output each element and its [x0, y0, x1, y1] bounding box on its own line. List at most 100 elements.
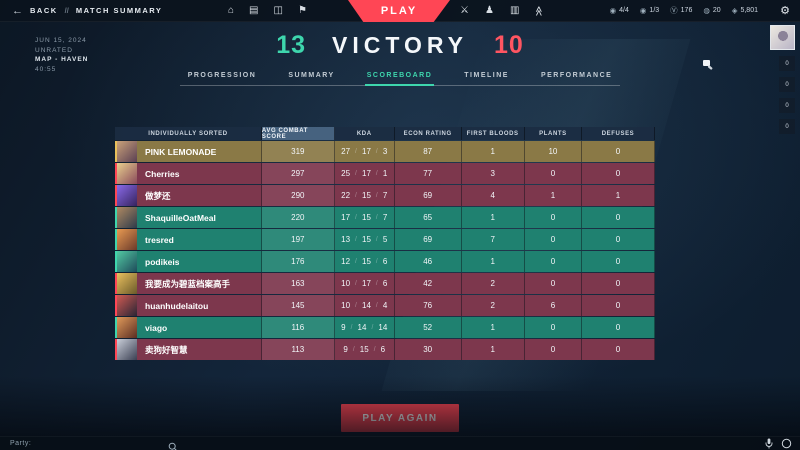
social-count[interactable]: 0	[779, 119, 795, 134]
agent-avatar	[117, 251, 137, 272]
player-cell: PINK LEMONADE	[115, 141, 262, 162]
deaths: 14	[362, 301, 371, 310]
spray-icon	[701, 57, 716, 77]
player-cell: Cherries	[115, 163, 262, 184]
party-search-icon[interactable]	[168, 439, 178, 450]
collection-icon[interactable]: ◫	[273, 4, 283, 16]
econ-rating-value: 77	[394, 163, 462, 184]
avg-combat-score-value: 197	[261, 229, 335, 250]
currency-bar: ◉ 4/4 ◉ 1/3 Ⓥ 176 ◍ 20 ◈ 5,801	[610, 5, 758, 16]
player-cell: 卖狗好智慧	[115, 339, 262, 360]
econ-rating-value: 30	[394, 339, 462, 360]
weekly-missions[interactable]: ◉ 1/3	[640, 6, 659, 15]
speaker-icon[interactable]	[781, 438, 792, 449]
avg-combat-score-value: 319	[261, 141, 335, 162]
kingdom-credits-value: 5,801	[740, 7, 758, 14]
summary-tabs: PROGRESSION SUMMARY SCOREBOARD TIMELINE …	[0, 69, 800, 86]
avg-combat-score-value: 145	[261, 295, 335, 316]
table-row: 我要成为碧蓝档案高手 163 10/17/6 42 2 0 0	[115, 273, 655, 294]
table-row: huanhudelaitou 145 10/14/4 76 2 6 0	[115, 295, 655, 316]
daily-checkpoints[interactable]: ◉ 4/4	[610, 6, 629, 15]
social-count[interactable]: 0	[779, 56, 795, 71]
column-defuses[interactable]: DEFUSES	[582, 127, 655, 140]
play-button[interactable]: PLAY	[348, 0, 450, 22]
player-name: 做梦还	[145, 190, 171, 201]
settings-gear-icon[interactable]: ⚙	[780, 4, 790, 17]
microphone-icon[interactable]	[765, 438, 773, 449]
kda-value: 10/17/6	[334, 273, 395, 294]
store-icon[interactable]: ▥	[509, 4, 520, 16]
tab-performance[interactable]: PERFORMANCE	[540, 72, 613, 79]
kills: 25	[341, 169, 351, 178]
kills: 10	[341, 301, 351, 310]
player-name: 我要成为碧蓝档案高手	[145, 278, 231, 289]
deaths: 15	[362, 257, 371, 266]
player-name: Cherries	[145, 168, 180, 179]
bottom-bar: Party:	[0, 436, 800, 450]
breadcrumb-separator: //	[64, 6, 69, 15]
player-cell: podikeis	[115, 251, 262, 272]
deaths: 15	[359, 345, 369, 354]
column-avg-combat-score[interactable]: AVG COMBAT SCORE	[261, 127, 335, 140]
back-button[interactable]: ← BACK // MATCH SUMMARY	[12, 5, 162, 17]
valorant-points[interactable]: Ⓥ 176	[670, 5, 692, 16]
match-map: MAP - HAVEN	[35, 56, 89, 63]
column-first-bloods[interactable]: FIRST BLOODS	[461, 127, 525, 140]
econ-rating-value: 69	[394, 229, 462, 250]
player-card-avatar[interactable]	[770, 25, 795, 50]
first-bloods-value: 1	[461, 251, 525, 272]
assists: 1	[382, 169, 388, 178]
defuses-value: 0	[582, 207, 655, 228]
plants-value: 0	[524, 229, 583, 250]
cards-icon[interactable]: ▤	[249, 4, 259, 16]
social-count[interactable]: 0	[779, 98, 795, 113]
econ-rating-value: 69	[394, 185, 462, 206]
scoreboard-header: INDIVIDUALLY SORTED AVG COMBAT SCORE KDA…	[115, 127, 655, 140]
agent-avatar	[117, 163, 137, 184]
kingdom-credits[interactable]: ◈ 5,801	[732, 6, 758, 15]
table-row: ShaquilleOatMeal 220 17/15/7 65 1 0 0	[115, 207, 655, 228]
avg-combat-score-value: 163	[261, 273, 335, 294]
column-individually-sorted[interactable]: INDIVIDUALLY SORTED	[115, 127, 262, 140]
agent-avatar	[117, 317, 137, 338]
agents-icon[interactable]: ♟	[484, 4, 494, 16]
tab-summary[interactable]: SUMMARY	[288, 72, 335, 79]
defuses-value: 0	[582, 317, 655, 338]
daily-checkpoints-value: 4/4	[619, 7, 629, 14]
kda-value: 27/17/3	[334, 141, 395, 162]
kda-value: 22/15/7	[334, 185, 395, 206]
battlepass-icon[interactable]: ⚑	[297, 4, 307, 16]
tab-progression[interactable]: PROGRESSION	[187, 72, 257, 79]
kda-value: 10/14/4	[334, 295, 395, 316]
nav-icons-left: ⌂ ▤ ◫ ⚑	[228, 0, 307, 22]
player-name: ShaquilleOatMeal	[145, 212, 216, 223]
practice-icon[interactable]: ⚔	[460, 4, 469, 16]
tab-timeline[interactable]: TIMELINE	[464, 72, 509, 79]
radianite-points[interactable]: ◍ 20	[703, 6, 720, 15]
kills: 13	[341, 235, 351, 244]
kills: 17	[341, 213, 351, 222]
player-name: podikeis	[145, 256, 180, 267]
defuses-value: 0	[582, 295, 655, 316]
scoreboard-table: INDIVIDUALLY SORTED AVG COMBAT SCORE KDA…	[115, 127, 655, 360]
avg-combat-score-value: 290	[261, 185, 335, 206]
radianite-icon: ◍	[703, 6, 710, 15]
player-cell: 我要成为碧蓝档案高手	[115, 273, 262, 294]
column-plants[interactable]: PLANTS	[524, 127, 583, 140]
econ-rating-value: 87	[394, 141, 462, 162]
defuses-value: 0	[582, 273, 655, 294]
tab-scoreboard[interactable]: SCOREBOARD	[364, 69, 435, 86]
match-info: JUN 15, 2024 UNRATED MAP - HAVEN 40:55	[35, 36, 88, 74]
column-econ-rating[interactable]: ECON RATING	[394, 127, 462, 140]
column-kda[interactable]: KDA	[334, 127, 395, 140]
agent-avatar	[117, 229, 137, 250]
social-count[interactable]: 0	[779, 77, 795, 92]
econ-rating-value: 46	[394, 251, 462, 272]
home-icon[interactable]: ⌂	[228, 4, 235, 16]
player-name: viago	[145, 322, 168, 333]
econ-rating-value: 42	[394, 273, 462, 294]
deaths: 17	[362, 169, 371, 178]
career-icon[interactable]: ≫	[534, 5, 546, 16]
plants-value: 0	[524, 339, 583, 360]
player-cell: 做梦还	[115, 185, 262, 206]
